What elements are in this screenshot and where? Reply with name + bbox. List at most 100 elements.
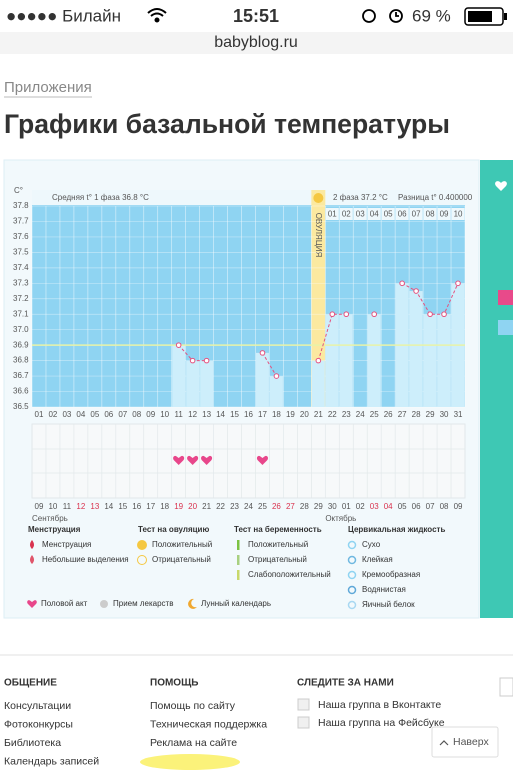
plot-area bbox=[32, 190, 465, 407]
legend-item: Менструация bbox=[42, 540, 91, 549]
temperature-line bbox=[401, 282, 459, 315]
phase2-day-label: 07 bbox=[412, 210, 421, 219]
temperature-point bbox=[203, 357, 210, 364]
legend-icon bbox=[100, 600, 108, 608]
date-label: 06 bbox=[412, 502, 421, 511]
side-button[interactable] bbox=[498, 290, 513, 305]
footer-link[interactable]: Консультации bbox=[4, 700, 71, 712]
x-tick-label: 11 bbox=[175, 410, 184, 419]
footer-link[interactable]: Календарь записей bbox=[4, 755, 99, 767]
date-label: 04 bbox=[384, 502, 393, 511]
temperature-point bbox=[259, 350, 266, 356]
intercourse-heart bbox=[187, 455, 199, 465]
temperature-point bbox=[427, 311, 433, 318]
temperature-point bbox=[343, 311, 350, 318]
legend-icon bbox=[347, 570, 357, 580]
x-tick-label: 15 bbox=[230, 410, 239, 419]
phase2-day-label: 08 bbox=[426, 210, 435, 219]
side-heart-icon[interactable] bbox=[495, 181, 507, 191]
legend-item: Половой акт bbox=[41, 599, 88, 608]
back-to-top-label[interactable]: Наверх bbox=[453, 736, 489, 748]
legend-icon bbox=[237, 540, 240, 550]
x-tick-label: 26 bbox=[384, 410, 393, 419]
footer-link[interactable]: Наша группа в Вконтакте bbox=[318, 699, 441, 711]
x-tick-label: 31 bbox=[454, 410, 463, 419]
y-tick-label: 37.6 bbox=[13, 232, 29, 241]
phase2-day-cell bbox=[451, 208, 465, 220]
date-label: 15 bbox=[118, 502, 127, 511]
y-tick-label: 37.4 bbox=[13, 263, 29, 272]
date-label: 23 bbox=[230, 502, 239, 511]
carrier: ●●●●● Билайн bbox=[6, 6, 121, 25]
footer-link[interactable]: Техническая поддержка bbox=[150, 718, 267, 730]
phase2-day-cell bbox=[367, 208, 381, 220]
intercourse-heart bbox=[173, 455, 185, 465]
phase2-day-cell bbox=[395, 208, 409, 220]
legend-icon bbox=[30, 555, 34, 564]
breadcrumb-link[interactable]: Приложения bbox=[4, 79, 92, 96]
x-tick-label: 01 bbox=[35, 410, 44, 419]
date-label: 02 bbox=[356, 502, 365, 511]
x-tick-label: 07 bbox=[118, 410, 127, 419]
phase2-day-label: 06 bbox=[398, 210, 407, 219]
x-tick-label: 27 bbox=[398, 410, 407, 419]
footer-heading: ПОМОЩЬ bbox=[150, 678, 198, 689]
date-label: 16 bbox=[132, 502, 141, 511]
date-label: 19 bbox=[174, 502, 183, 511]
date-label: 18 bbox=[160, 502, 169, 511]
temperature-point bbox=[455, 280, 461, 287]
temperature-point bbox=[399, 280, 405, 287]
plot-header bbox=[32, 190, 465, 205]
footer-link[interactable]: Фотоконкурсы bbox=[4, 718, 73, 730]
side-button[interactable] bbox=[498, 320, 513, 335]
date-label: 01 bbox=[342, 502, 351, 511]
legend-heading: Цервикальная жидкость bbox=[348, 525, 445, 534]
date-label: 28 bbox=[300, 502, 309, 511]
month-label: Сентябрь bbox=[32, 514, 68, 523]
highlight bbox=[140, 754, 240, 770]
temperature-point bbox=[315, 357, 322, 364]
phase2-day-label: 04 bbox=[370, 210, 379, 219]
x-tick-label: 30 bbox=[440, 410, 449, 419]
page-title: Графики базальной температуры bbox=[4, 109, 450, 139]
date-label: 05 bbox=[398, 502, 407, 511]
temperature-line bbox=[262, 352, 277, 377]
back-to-top-button[interactable]: Наверх bbox=[431, 726, 499, 758]
date-label: 22 bbox=[216, 502, 225, 511]
symptom-grid bbox=[31, 423, 466, 499]
phase2-day-cell bbox=[381, 208, 395, 220]
date-label: 26 bbox=[272, 502, 281, 511]
intercourse-heart bbox=[201, 455, 213, 465]
url: babyblog.ru bbox=[214, 34, 298, 51]
phase2-label: 2 фаза 37.2 °C bbox=[333, 193, 388, 202]
phase2-day-cell bbox=[409, 208, 423, 220]
footer-link[interactable]: Библиотека bbox=[4, 737, 61, 749]
date-label: 09 bbox=[35, 502, 44, 511]
legend-heading: Тест на беременность bbox=[234, 525, 322, 534]
date-label: 08 bbox=[440, 502, 449, 511]
phase2-day-cell bbox=[339, 208, 353, 220]
x-tick-label: 21 bbox=[314, 410, 323, 419]
footer-link[interactable]: Наша группа на Фейсбуке bbox=[318, 717, 445, 729]
month-label: Октябрь bbox=[325, 514, 356, 523]
footer-box bbox=[499, 677, 513, 697]
footer-link[interactable]: Реклама на сайте bbox=[150, 737, 237, 749]
phase2-day-label: 10 bbox=[454, 210, 463, 219]
y-tick-label: 37.1 bbox=[13, 309, 29, 318]
ovulation-label: ОВУЛЯЦИЯ bbox=[314, 213, 323, 258]
x-tick-label: 23 bbox=[342, 410, 351, 419]
footer-heading: ОБЩЕНИЕ bbox=[4, 678, 57, 689]
ovulation-column bbox=[311, 190, 326, 407]
legend-item: Небольшие выделения bbox=[42, 555, 129, 564]
date-label: 13 bbox=[90, 502, 99, 511]
y-tick-label: 36.9 bbox=[13, 340, 29, 349]
temperature-bar bbox=[423, 314, 437, 407]
temperature-bar bbox=[186, 360, 200, 407]
phase2-day-label: 03 bbox=[356, 210, 365, 219]
x-tick-label: 10 bbox=[160, 410, 169, 419]
footer-link[interactable]: Помощь по сайту bbox=[150, 700, 236, 712]
date-label: 14 bbox=[104, 502, 113, 511]
date-label: 10 bbox=[48, 502, 57, 511]
date-label: 17 bbox=[146, 502, 155, 511]
battery-level: 69 % bbox=[412, 6, 451, 25]
